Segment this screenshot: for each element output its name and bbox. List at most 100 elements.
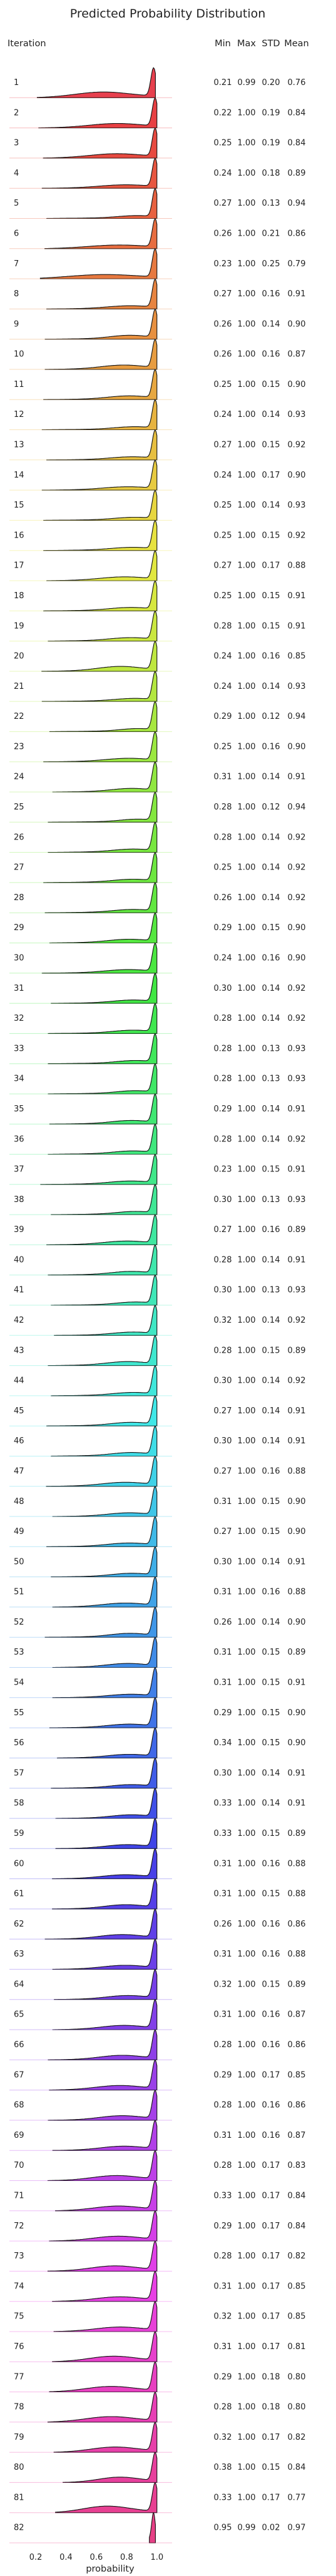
row-label-71: 71 [14,2192,24,2201]
stat-min-68: 0.28 [214,2101,232,2110]
stat-max-23: 1.00 [238,742,256,751]
stat-mean-52: 0.90 [288,1618,306,1627]
stat-header-max: Max [237,39,256,49]
row-label-75: 75 [14,2312,24,2322]
stat-max-39: 1.00 [238,1225,256,1235]
stat-std-47: 0.16 [262,1467,280,1476]
stat-mean-61: 0.88 [288,1890,306,1899]
row-label-2: 2 [14,108,19,118]
x-tick-label-0: 0.2 [29,2553,43,2562]
stat-mean-69: 0.87 [288,2131,306,2140]
row-label-48: 48 [14,1497,24,1506]
stat-min-80: 0.38 [214,2463,232,2472]
ridge-68 [48,2089,158,2121]
stat-mean-35: 0.91 [288,1105,306,1114]
stat-mean-11: 0.90 [288,380,306,389]
x-axis-label: probability [86,2564,135,2574]
row-label-12: 12 [14,410,24,419]
x-axis: 0.2 0.4 0.6 0.8 1.0 [29,2553,163,2562]
stat-mean-13: 0.92 [288,441,306,450]
ridge-45 [46,1395,158,1426]
stat-std-61: 0.15 [262,1890,280,1899]
row-label-64: 64 [14,1980,24,1989]
stat-std-34: 0.13 [262,1075,280,1084]
stat-min-64: 0.32 [214,1980,232,1989]
stat-max-12: 1.00 [238,410,256,419]
stat-std-54: 0.15 [262,1678,280,1688]
row-label-9: 9 [14,319,19,329]
stat-mean-49: 0.90 [288,1527,306,1536]
row-label-14: 14 [14,471,24,480]
stat-max-21: 1.00 [238,682,256,691]
ridge-72 [49,2210,158,2242]
stat-min-20: 0.24 [214,652,232,661]
stat-max-50: 1.00 [238,1557,256,1566]
stat-mean-10: 0.87 [288,350,306,359]
stat-std-4: 0.18 [262,169,280,178]
stat-min-65: 0.31 [214,2010,232,2020]
stat-std-26: 0.14 [262,833,280,842]
stat-mean-40: 0.91 [288,1255,306,1265]
stat-max-75: 1.00 [238,2312,256,2322]
ridge-63 [52,1938,158,1970]
stat-std-8: 0.16 [262,289,280,299]
stat-header-std: STD [262,39,280,49]
ridge-29 [49,912,158,944]
stat-mean-23: 0.90 [288,742,306,751]
stat-mean-31: 0.92 [288,984,306,993]
stat-max-32: 1.00 [238,1014,256,1023]
stat-mean-1: 0.76 [288,78,306,88]
stat-max-65: 1.00 [238,2010,256,2020]
stat-max-33: 1.00 [238,1044,256,1053]
ridge-60 [52,1848,158,1880]
stat-std-13: 0.15 [262,441,280,450]
stat-mean-6: 0.86 [288,229,306,239]
stat-mean-55: 0.90 [288,1708,306,1718]
row-label-82: 82 [14,2523,24,2533]
stat-min-57: 0.30 [214,1768,232,1778]
stat-max-24: 1.00 [238,773,256,782]
ridge-61 [52,1878,158,1910]
ridge-3 [43,127,158,159]
stat-std-15: 0.14 [262,501,280,510]
stat-min-52: 0.26 [214,1618,232,1627]
row-label-15: 15 [14,501,24,510]
stat-max-64: 1.00 [238,1980,256,1989]
stat-mean-15: 0.93 [288,501,306,510]
stat-std-78: 0.18 [262,2403,280,2412]
row-label-28: 28 [14,893,24,903]
ridge-44 [51,1365,158,1396]
stat-std-24: 0.14 [262,773,280,782]
ridge-43 [48,1335,158,1366]
ridge-31 [51,973,158,1004]
stat-mean-67: 0.85 [288,2070,306,2080]
stat-mean-72: 0.84 [288,2222,306,2231]
stat-min-3: 0.25 [214,139,232,148]
row-label-70: 70 [14,2161,24,2170]
stat-std-76: 0.17 [262,2342,280,2352]
stat-mean-59: 0.89 [288,1829,306,1838]
stat-max-66: 1.00 [238,2040,256,2050]
stat-std-56: 0.15 [262,1738,280,1748]
stat-mean-29: 0.90 [288,923,306,933]
stat-min-46: 0.30 [214,1436,232,1446]
ridge-14 [41,459,158,491]
stat-std-44: 0.14 [262,1376,280,1386]
stat-mean-20: 0.85 [288,652,306,661]
stat-max-49: 1.00 [238,1527,256,1536]
ridge-71 [55,2180,158,2212]
stat-std-38: 0.13 [262,1195,280,1205]
row-label-3: 3 [14,139,19,148]
stat-std-20: 0.16 [262,652,280,661]
stat-min-53: 0.31 [214,1648,232,1657]
stat-max-5: 1.00 [238,199,256,208]
stat-mean-14: 0.90 [288,471,306,480]
ridge-36 [48,1123,158,1155]
stat-mean-57: 0.91 [288,1768,306,1778]
row-label-44: 44 [14,1376,24,1386]
stat-max-48: 1.00 [238,1497,256,1506]
stat-std-6: 0.21 [262,229,280,239]
ridge-25 [48,791,158,823]
row-label-25: 25 [14,803,24,812]
stat-std-72: 0.17 [262,2222,280,2231]
